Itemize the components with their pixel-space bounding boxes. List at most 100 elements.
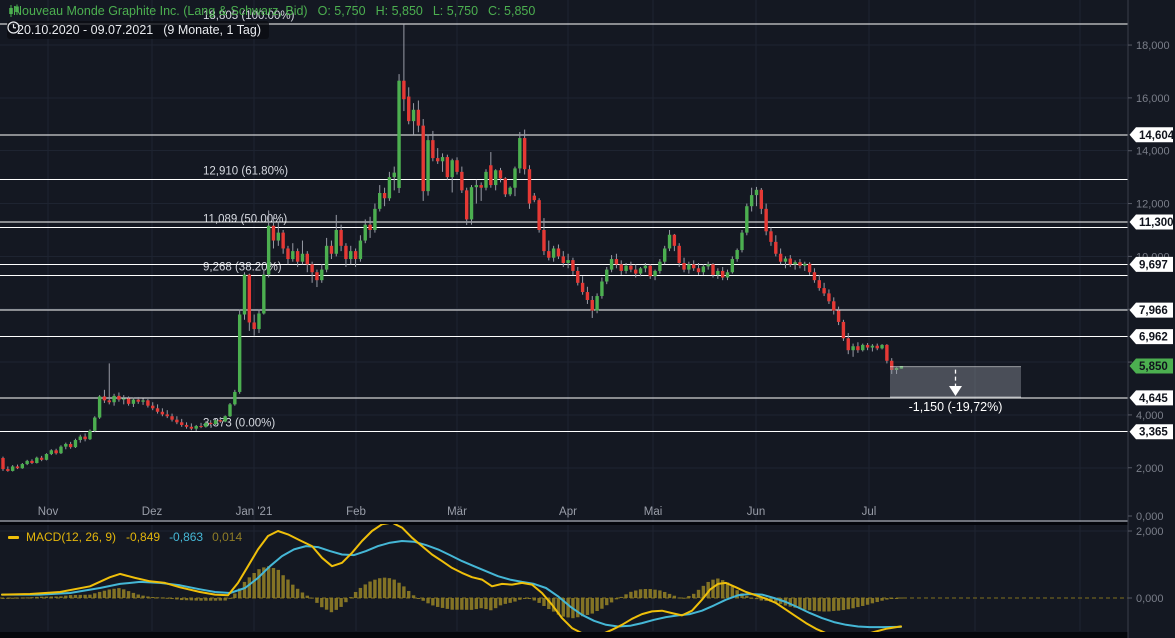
candle-down (126, 398, 131, 404)
candle-down (846, 338, 850, 351)
candle-up (754, 189, 759, 196)
candle-up (257, 313, 261, 330)
candle-down (817, 280, 821, 289)
candle-up (484, 171, 488, 188)
candle-down (421, 125, 425, 192)
candle-up (740, 232, 744, 251)
candle-up (93, 417, 97, 431)
candle-down (382, 192, 387, 199)
candle-down (759, 189, 764, 209)
month-label: Jan '21 (236, 506, 273, 518)
candle-down (576, 270, 580, 283)
candle-down (585, 292, 590, 300)
candle-down (696, 268, 701, 273)
candle-up (300, 253, 305, 262)
candle-up (730, 259, 735, 273)
candle-down (271, 225, 276, 241)
macd-panel[interactable] (0, 523, 1128, 637)
candle-up (59, 446, 63, 454)
candle-up (609, 259, 614, 270)
candle-up (870, 345, 875, 348)
candle-down (310, 264, 314, 273)
measure-arrow-head (949, 385, 962, 396)
candle-up (373, 208, 377, 230)
candle-up (363, 224, 367, 241)
fib-level-label: 11,089 (50.00%) (203, 214, 287, 226)
candle-down (175, 419, 179, 423)
axis-tick-label: 18,000 (1136, 40, 1170, 52)
candle-down (199, 426, 203, 428)
candle-up (194, 426, 198, 429)
candle-up (411, 109, 416, 122)
month-label: Dez (142, 506, 163, 518)
candle-up (266, 225, 271, 275)
candle-down (281, 232, 285, 249)
candle-down (774, 241, 778, 254)
candle-up (242, 274, 247, 315)
price-tag: 9,697 (1129, 256, 1173, 272)
candle-down (247, 274, 252, 323)
candle-up (291, 251, 295, 260)
candle-down (305, 253, 309, 265)
candle-down (295, 251, 300, 262)
candle-up (861, 344, 865, 351)
candle-up (803, 263, 807, 266)
candle-down (691, 264, 696, 269)
candle-up (112, 395, 116, 403)
candle-up (349, 251, 353, 260)
candle-up (745, 206, 749, 233)
candle-up (880, 344, 884, 349)
candle-down (436, 158, 440, 162)
candle-up (513, 168, 517, 188)
candle-up (262, 274, 266, 314)
measurement-tool[interactable] (890, 366, 1021, 398)
price-tag: 6,962 (1129, 329, 1173, 345)
candle-down (629, 265, 633, 270)
candle-up (653, 270, 657, 277)
candle-down (498, 170, 503, 179)
price-level-lines[interactable] (0, 134, 1128, 433)
candle-up (320, 269, 324, 281)
candle-up (358, 240, 363, 260)
price-tag: 7,966 (1129, 302, 1173, 318)
candle-down (614, 259, 619, 265)
candle-up (387, 177, 392, 199)
candle-down (682, 263, 686, 270)
candle-up (237, 314, 242, 392)
axis-tick-label: 14,000 (1136, 146, 1170, 158)
candle-down (856, 346, 860, 351)
candle-down (875, 345, 879, 349)
candle-down (353, 251, 358, 260)
candle-down (580, 282, 585, 293)
month-label: Jun (747, 506, 766, 518)
candle-down (208, 422, 213, 425)
candle-up (131, 399, 136, 404)
candle-up (141, 400, 145, 402)
candle-down (339, 229, 343, 246)
month-label: Feb (346, 506, 366, 518)
axis-tick-label: 0,000 (1136, 511, 1164, 523)
candle-down (822, 288, 826, 294)
candle-up (687, 264, 691, 270)
candle-down (218, 420, 223, 422)
candle-down (136, 399, 140, 402)
candle-down (542, 229, 546, 252)
candle-up (73, 440, 78, 448)
candle-up (749, 195, 754, 207)
candle-up (64, 443, 68, 447)
candle-up (899, 366, 904, 369)
axis-tick-label: 12,000 (1136, 199, 1170, 211)
price-axis[interactable]: 18,00016,00014,00012,00010,0008,0006,000… (1127, 0, 1175, 638)
candle-down (407, 96, 411, 122)
candle-up (233, 391, 237, 405)
candle-down (720, 270, 725, 278)
candle-down (6, 469, 10, 471)
candle-up (725, 272, 730, 278)
candle-down (315, 272, 319, 281)
candle-down (368, 224, 372, 230)
candle-down (836, 310, 841, 322)
candle-down (155, 408, 160, 412)
